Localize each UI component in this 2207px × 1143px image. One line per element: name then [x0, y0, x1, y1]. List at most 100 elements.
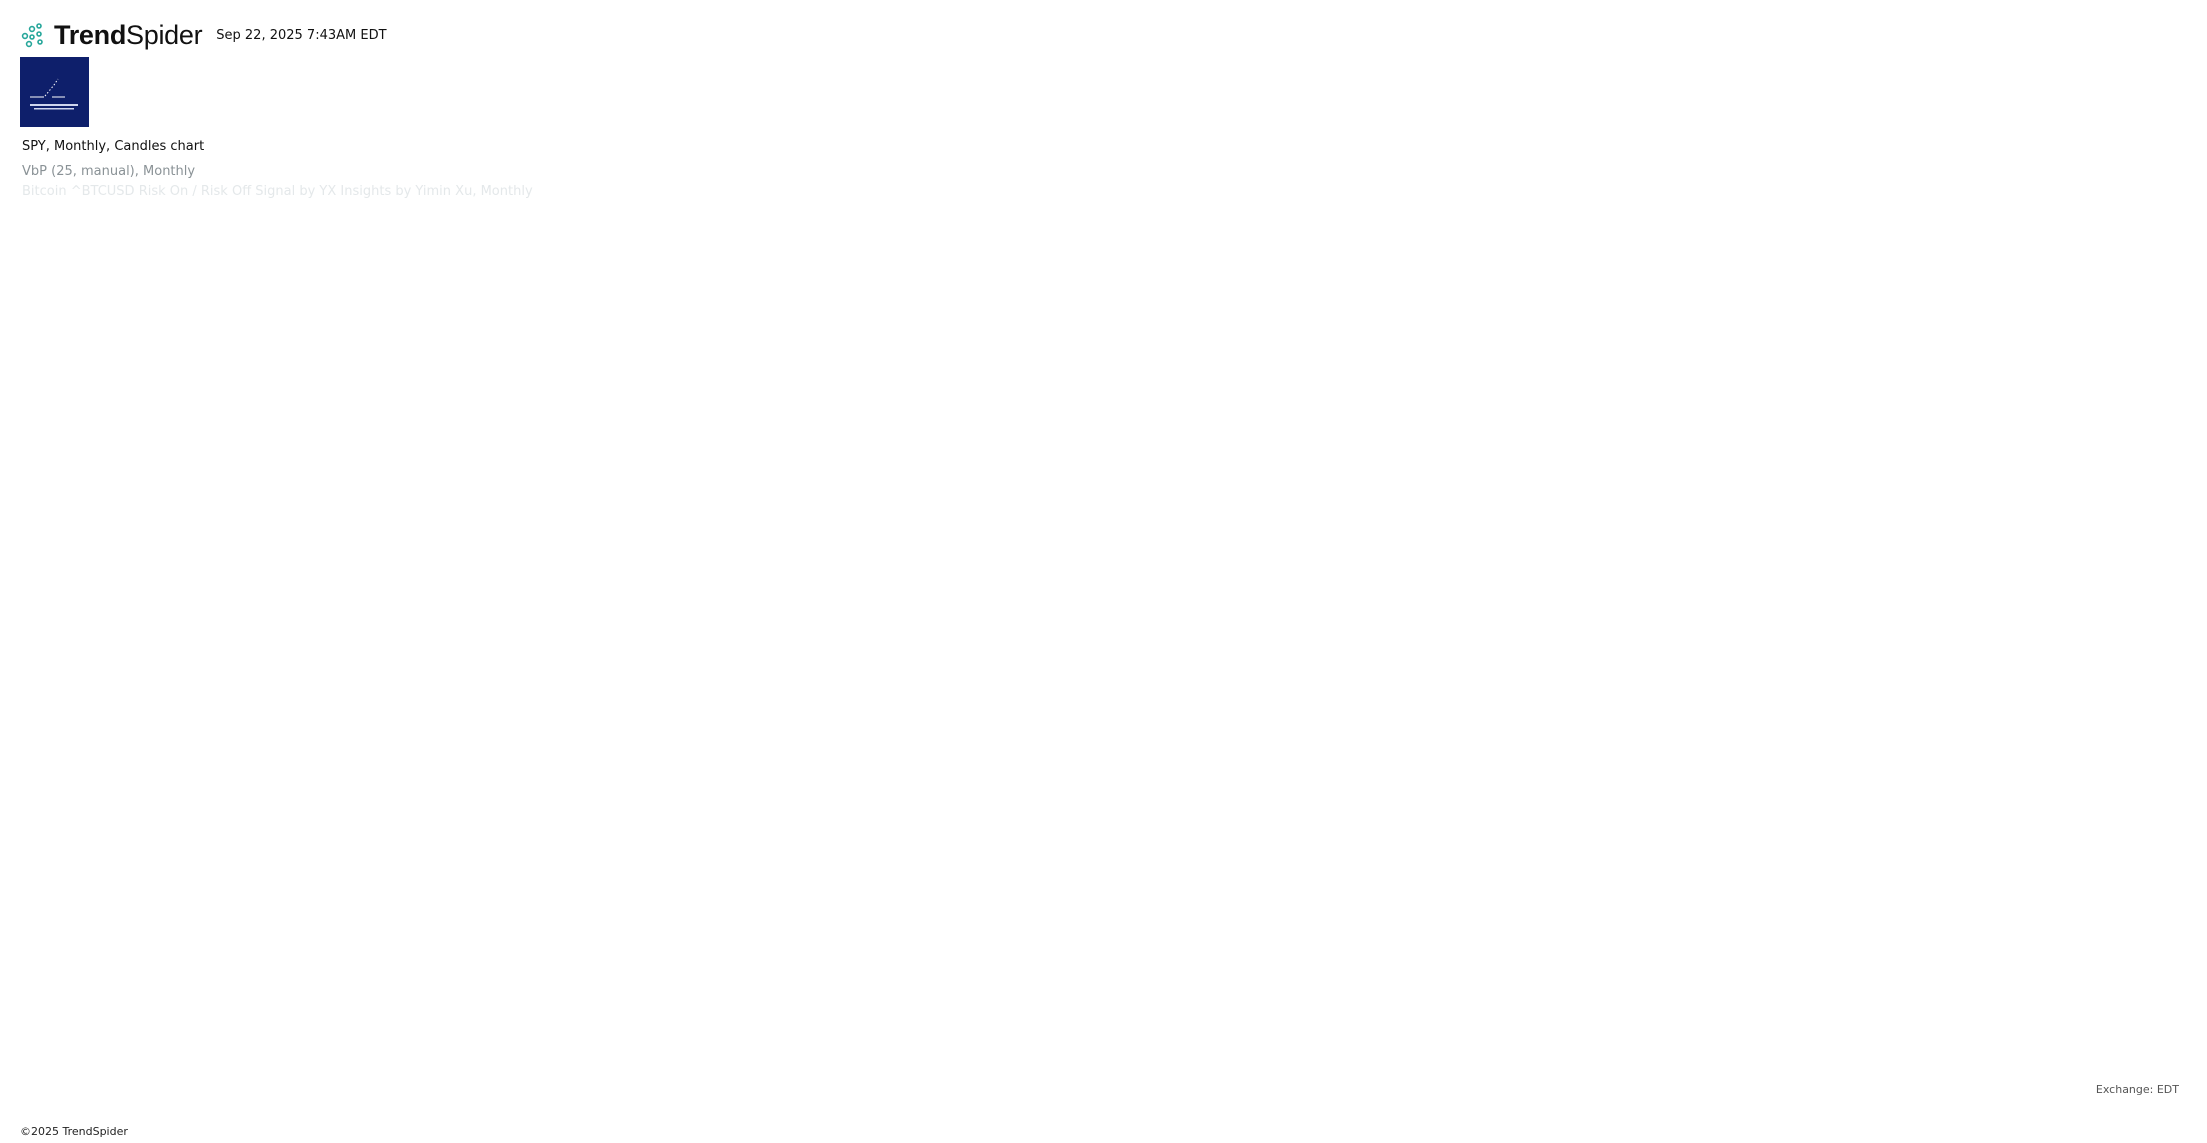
y-axis-tick-label: 150.00: [2139, 960, 2181, 974]
y-axis-tick-label: 750.00: [2139, 139, 2181, 153]
indicator-vbp-label[interactable]: VbP (25, manual), Monthly: [22, 164, 196, 179]
candle-body: [1118, 529, 1127, 556]
wave-annotation: ?3?: [1465, 226, 1509, 256]
indicator-btc-signal-label[interactable]: Bitcoin ^BTCUSD Risk On / Risk Off Signa…: [22, 184, 533, 199]
snapshot-datetime: Sep 22, 2025 7:43AM EDT: [216, 28, 387, 43]
candle: [71, 797, 80, 813]
candle-body: [1213, 434, 1222, 456]
vbp-start-label: VbP start (manual): [393, 978, 406, 1082]
candle: [1007, 600, 1016, 628]
candle-body: [404, 771, 413, 827]
candle-body: [721, 548, 730, 557]
brand-name: TrendSpider: [54, 20, 203, 51]
candle: [261, 774, 270, 805]
vbp-bar: [2046, 695, 2176, 719]
candle-body: [769, 563, 778, 583]
candle-body: [1340, 358, 1349, 367]
current-price-badge: [2136, 261, 2182, 282]
candle: [1356, 362, 1365, 433]
candle: [658, 575, 667, 611]
wave-annotation: 1: [749, 489, 766, 520]
candle-body: [103, 782, 112, 794]
candle-body: [1308, 354, 1317, 378]
candle: [1277, 377, 1286, 403]
x-axis-tick-label: Jan '22: [740, 1108, 775, 1119]
candle-body: [1181, 463, 1190, 494]
candle: [880, 616, 889, 691]
fib-level-label: 1 (608.33): [1506, 331, 1564, 344]
candle: [975, 618, 984, 660]
y-axis-tick-label: 650.00: [2139, 276, 2181, 290]
candle: [1403, 330, 1412, 379]
candle: [420, 777, 429, 846]
vbp-bar: [2132, 278, 2176, 302]
vbp-bar: [2140, 866, 2176, 891]
candle-body: [388, 736, 397, 775]
candle-body: [71, 805, 80, 809]
vbp-bar: [1458, 572, 2176, 596]
x-axis-tick-label: Jul '26: [1598, 1108, 1630, 1119]
candle: [1181, 462, 1190, 505]
candle-body: [1134, 519, 1143, 533]
brand-bold: Trend: [54, 20, 127, 50]
vbp-bar: [1996, 793, 2176, 817]
vbp-bar: [1967, 719, 2176, 744]
candle: [468, 731, 477, 761]
candle-body: [880, 642, 889, 691]
vbp-bar: [2018, 400, 2176, 425]
fib-level-label: 0.5 (478.21): [1495, 509, 1563, 522]
candle: [214, 788, 223, 808]
candle-body: [55, 809, 64, 817]
candle: [595, 634, 604, 672]
candle: [309, 766, 318, 791]
candle: [848, 614, 857, 672]
fib-level-label: 1 (219.02): [856, 885, 914, 898]
y-axis-tick-label: 250.00: [2139, 823, 2181, 837]
candle: [198, 794, 207, 813]
candle: [1372, 403, 1381, 522]
candle-body: [1245, 408, 1254, 425]
candle-body: [1277, 393, 1286, 403]
x-axis-tick-label: Jul '28: [1978, 1108, 2010, 1119]
x-axis-tick-label: Jan '20: [359, 1108, 394, 1119]
fib-level-label: 0.786 (552.64): [1481, 407, 1563, 420]
fib-level-label: 0 (348.10): [1506, 687, 1564, 700]
vbp-bar: [1867, 670, 2176, 695]
wave-annotation: 2: [892, 708, 909, 739]
target-zone-label: Bully O Bull Target: [1895, 102, 2069, 124]
fib-level-label: 0 (482.77): [856, 524, 914, 537]
candle-body: [1356, 369, 1365, 415]
candle-body: [468, 733, 477, 757]
vbp-bar: [2061, 842, 2176, 866]
vbp-bar: [1594, 621, 2176, 645]
x-axis-tick-label: Jan '29: [2072, 1108, 2107, 1119]
candle: [293, 770, 302, 795]
x-axis-tick-label: Jan '26: [1501, 1108, 1536, 1119]
candle: [55, 804, 64, 826]
candle-body: [801, 559, 810, 616]
candle: [785, 547, 794, 612]
candle-body: [150, 803, 159, 809]
candle: [579, 640, 588, 674]
candle: [626, 601, 635, 627]
candle: [801, 554, 810, 617]
candle: [39, 808, 48, 832]
candle: [1261, 393, 1270, 442]
candle: [499, 689, 508, 743]
candle: [135, 777, 144, 826]
candle: [357, 737, 366, 760]
x-axis-tick-label: Jul '22: [836, 1108, 868, 1119]
current-price-label: 663.62: [2140, 265, 2179, 278]
candle-body: [690, 559, 699, 593]
candle-body: [484, 701, 493, 731]
candle-body: [1451, 270, 1460, 296]
candle-body: [246, 777, 255, 804]
candle: [1308, 345, 1317, 393]
candle-body: [1007, 607, 1016, 612]
candle-body: [1070, 563, 1079, 596]
candle: [1102, 554, 1111, 608]
brand-light: Spider: [126, 20, 203, 50]
x-axis-tick-label: Jul '27: [1788, 1108, 1820, 1119]
candle: [690, 556, 699, 594]
